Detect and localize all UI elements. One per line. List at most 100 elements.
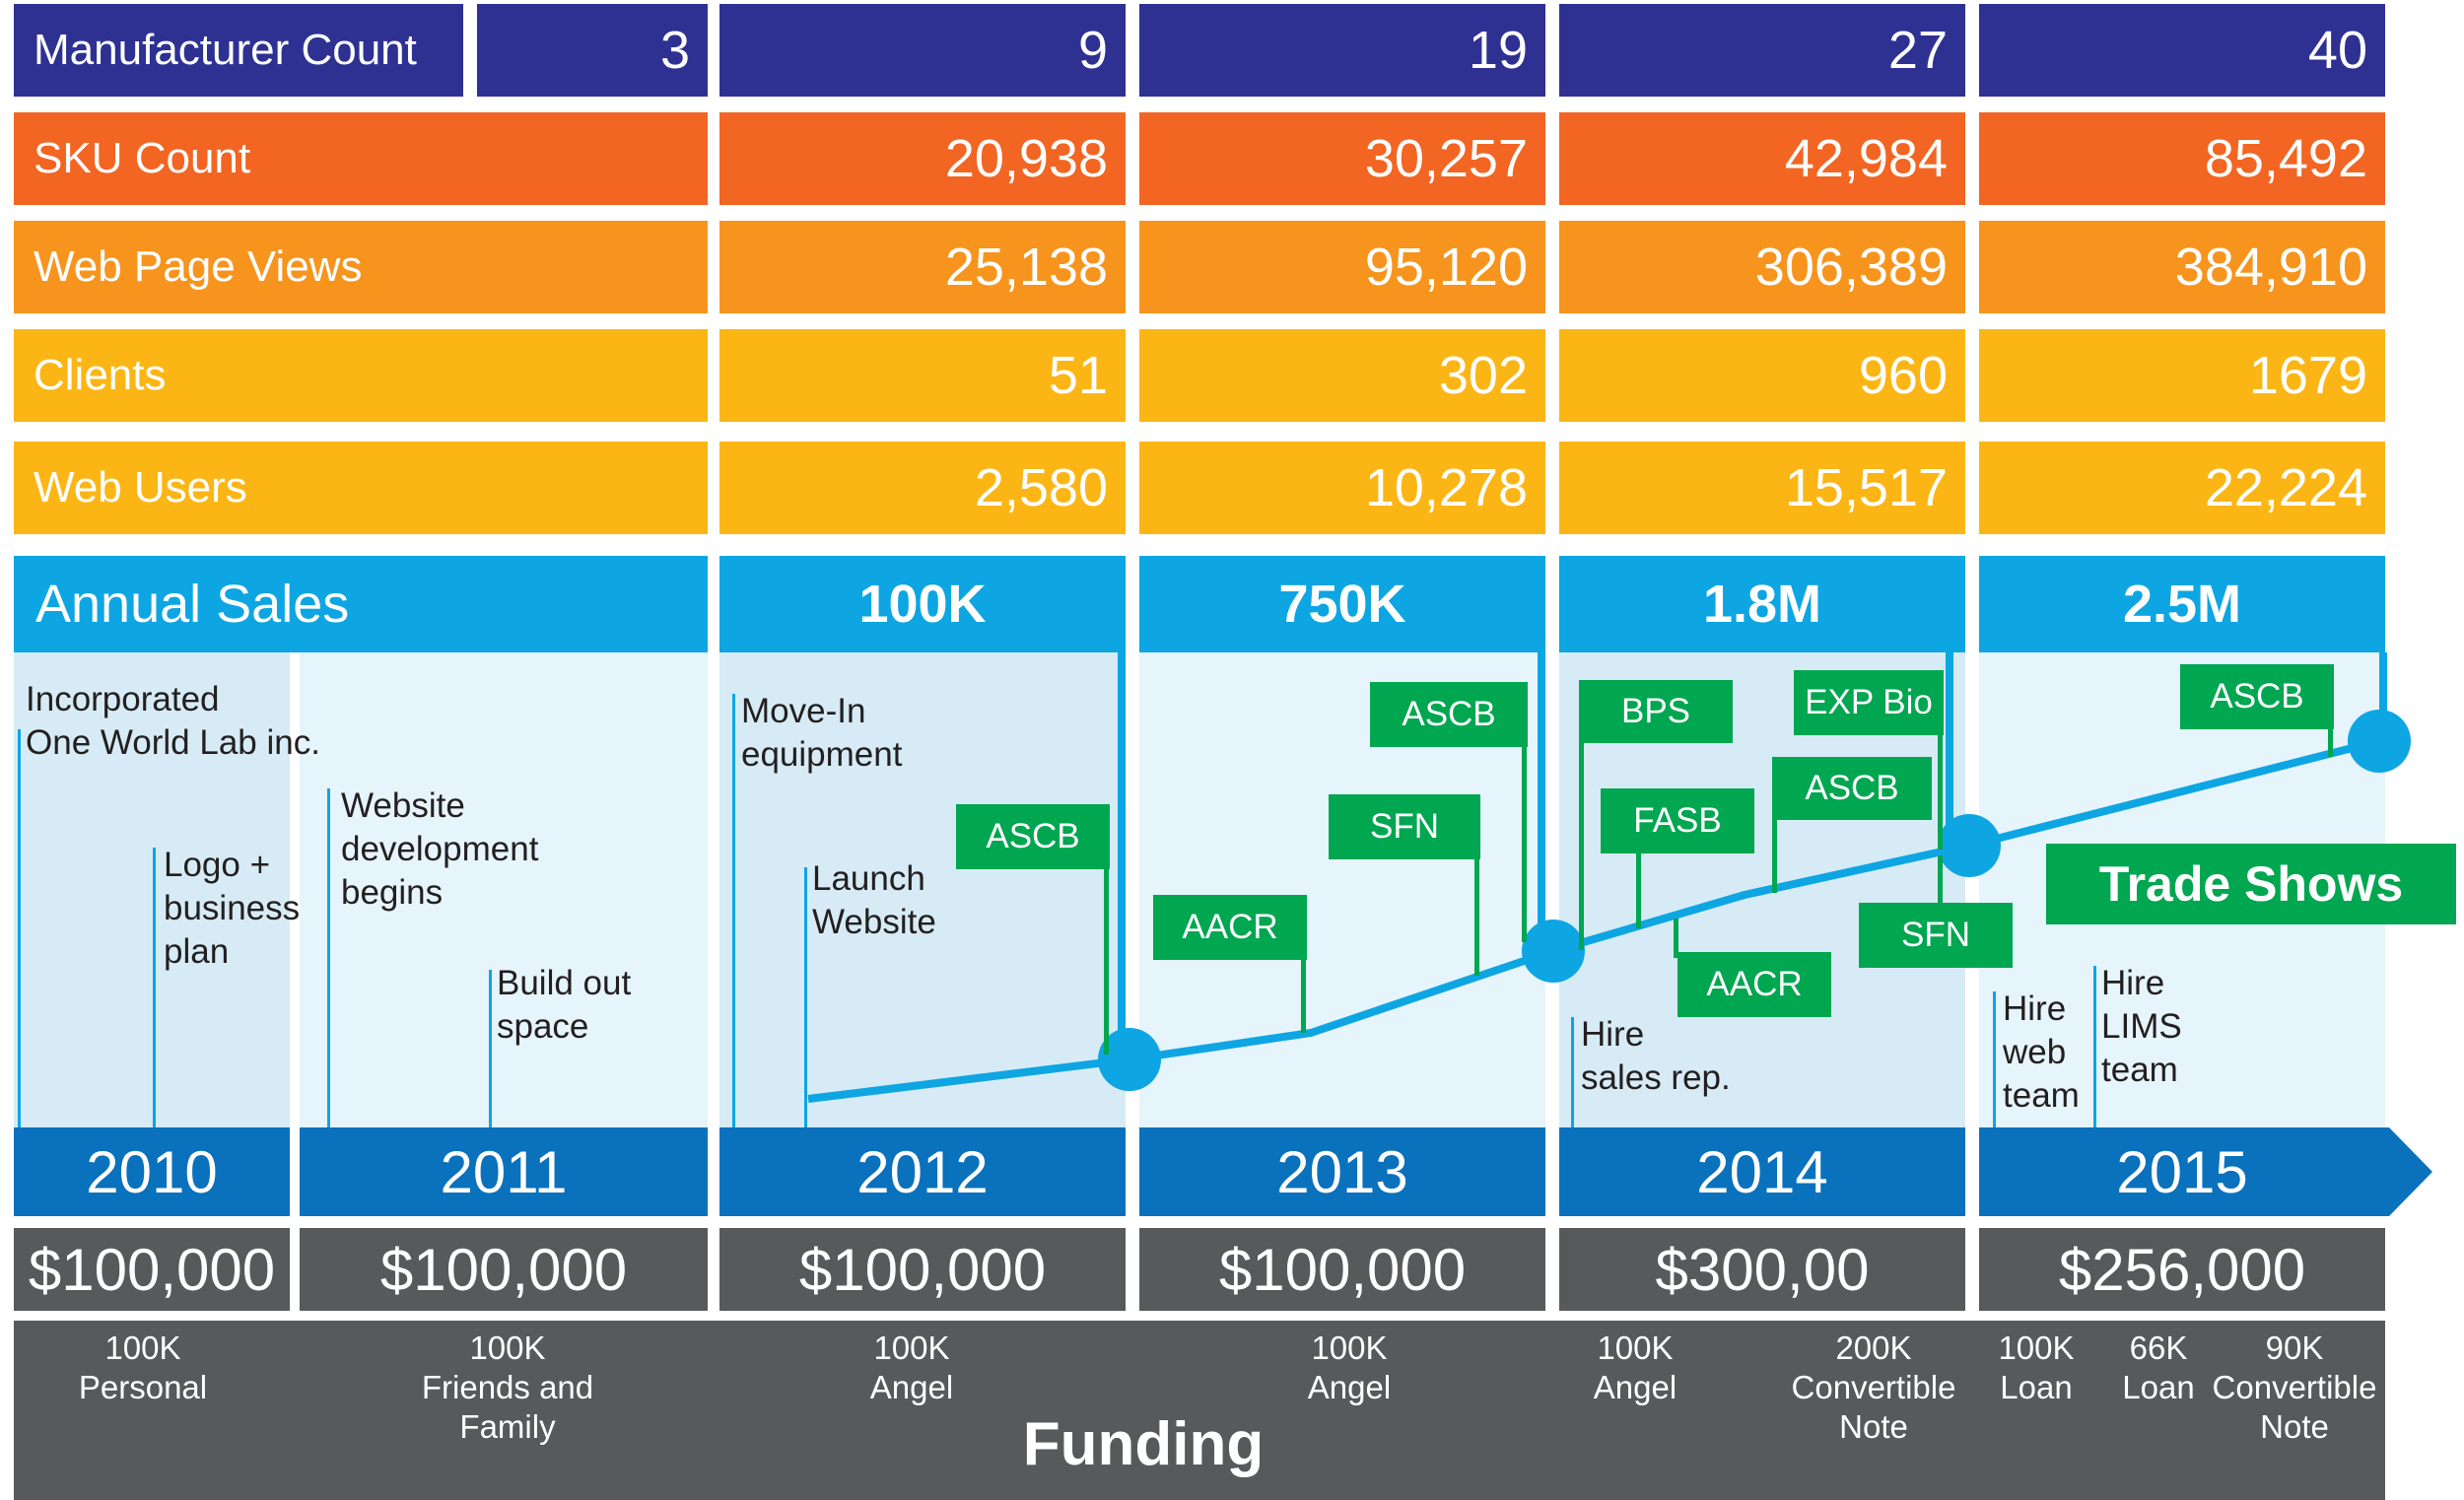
funding-item-amount: 100K (104, 1330, 181, 1366)
funding-item-type: Loan (2000, 1369, 2073, 1405)
funding-item: 100K Friends and Family (394, 1329, 621, 1447)
funding-item: 66K Loan (2109, 1329, 2208, 1407)
sku-count-2015: 85,492 (1979, 112, 2385, 205)
web-users-2014: 15,517 (1559, 442, 1965, 534)
funding-item-type: Angel (869, 1369, 954, 1405)
sku-count-2013: 30,257 (1139, 112, 1545, 205)
funding-item: 90K Convertible Note (2204, 1329, 2385, 1447)
flag-bps-2014: BPS (1579, 680, 1733, 743)
flag-pole (1579, 741, 1584, 950)
flag-aacr-2014: AACR (1677, 952, 1831, 1017)
flag-expbio-2014: ASCB (1772, 757, 1932, 820)
event-tick (489, 970, 492, 1127)
sales-marker-2012 (1098, 1028, 1161, 1091)
event-move-in-equipment: Move-In equipment (741, 692, 903, 774)
sales-marker-2015 (2348, 710, 2411, 773)
flag-pole (1104, 867, 1109, 1055)
funding-amount-2015: $256,000 (1979, 1228, 2385, 1311)
funding-amount-2014: $300,00 (1559, 1228, 1965, 1311)
funding-amount-2012: $100,000 (719, 1228, 1126, 1311)
sales-line-2014 (1946, 652, 1953, 850)
web-page-views-2013: 95,120 (1139, 221, 1545, 313)
clients-2014: 960 (1559, 329, 1965, 422)
event-tick (18, 729, 21, 1127)
sales-marker-2014 (1938, 814, 2001, 877)
funding-item-amount: 200K (1835, 1330, 1912, 1366)
timeline-arrow-icon (2383, 1127, 2432, 1216)
flag-pole (1522, 745, 1527, 942)
flag-sfn-2014: SFN (1859, 903, 2013, 968)
event-hire-lims-team: Hire LIMS team (2101, 964, 2182, 1089)
flag-pole (1301, 960, 1306, 1033)
sales-line-2012 (1118, 652, 1126, 1066)
flag-pole (1938, 855, 1943, 905)
event-hire-sales-rep: Hire sales rep. (1581, 1015, 1731, 1097)
event-incorporated: Incorporated One World Lab inc. (26, 680, 320, 762)
manufacturer-count-2012: 9 (719, 4, 1126, 97)
funding-item-type: Loan (2122, 1369, 2195, 1405)
event-tick (804, 867, 807, 1127)
event-tick (153, 848, 156, 1127)
flag-ascb-2012: ASCB (956, 804, 1110, 869)
web-page-views-2014: 306,389 (1559, 221, 1965, 313)
funding-item: 100K Angel (828, 1329, 995, 1407)
event-tick (1993, 991, 1996, 1127)
year-2010: 2010 (14, 1127, 290, 1216)
web-page-views-2012: 25,138 (719, 221, 1126, 313)
event-hire-web-team: Hire web team (2003, 989, 2080, 1115)
funding-item-type: Convertible Note (1791, 1369, 1956, 1445)
trade-shows-label: Trade Shows (2046, 844, 2456, 924)
flag-sfn-2013: SFN (1329, 794, 1480, 859)
funding-item-type: Personal (78, 1369, 208, 1405)
web-users-label: Web Users (14, 442, 708, 534)
year-2014: 2014 (1559, 1127, 1965, 1216)
funding-item: 100K Loan (1987, 1329, 2086, 1407)
sku-count-2014: 42,984 (1559, 112, 1965, 205)
manufacturer-count-2015: 40 (1979, 4, 2385, 97)
flag-pole (1636, 852, 1641, 928)
year-2012: 2012 (719, 1127, 1126, 1216)
annual-sales-2012: 100K (719, 556, 1126, 652)
event-build-out-space: Build out space (497, 964, 632, 1046)
funding-item-amount: 100K (1311, 1330, 1388, 1366)
web-page-views-label: Web Page Views (14, 221, 708, 313)
web-users-2015: 22,224 (1979, 442, 2385, 534)
sales-line-2015 (2379, 652, 2387, 741)
sku-count-label: SKU Count (14, 112, 708, 205)
sales-line-2013 (1538, 652, 1545, 958)
funding-amount-2010: $100,000 (14, 1228, 290, 1311)
flag-ascb-2013: ASCB (1370, 682, 1528, 747)
flag-ascb-2015: ASCB (2180, 664, 2334, 729)
funding-item: 100K Personal (59, 1329, 227, 1407)
web-page-views-2015: 384,910 (1979, 221, 2385, 313)
funding-title: Funding (1022, 1410, 1265, 1478)
annual-sales-label: Annual Sales (14, 556, 708, 652)
flag-pole (1938, 733, 1943, 850)
event-logo-business-plan: Logo + business plan (164, 846, 301, 971)
manufacturer-count-2013: 19 (1139, 4, 1545, 97)
event-launch-website: Launch Website (812, 859, 936, 941)
manufacturer-count-2014: 27 (1559, 4, 1965, 97)
event-tick (2093, 966, 2096, 1127)
funding-item-amount: 100K (469, 1330, 546, 1366)
manufacturer-count-2010: 3 (477, 4, 708, 97)
annual-sales-2013: 750K (1139, 556, 1545, 652)
funding-item-amount: 100K (1597, 1330, 1674, 1366)
web-users-2012: 2,580 (719, 442, 1126, 534)
flag-ascb-2014: EXP Bio (1794, 670, 1944, 735)
funding-item-amount: 90K (2265, 1330, 2324, 1366)
sku-count-2012: 20,938 (719, 112, 1126, 205)
funding-amount-2011: $100,000 (300, 1228, 708, 1311)
event-website-development: Website development begins (341, 786, 539, 912)
annual-sales-2015: 2.5M (1979, 556, 2385, 652)
funding-item: 100K Angel (1266, 1329, 1433, 1407)
flag-aacr-2013: AACR (1153, 895, 1307, 960)
flag-pole (2328, 727, 2333, 757)
year-2015: 2015 (1979, 1127, 2385, 1216)
funding-item-amount: 100K (873, 1330, 950, 1366)
flag-pole (1474, 857, 1479, 976)
funding-amount-2013: $100,000 (1139, 1228, 1545, 1311)
web-users-2013: 10,278 (1139, 442, 1545, 534)
funding-panel (14, 1321, 2385, 1500)
flag-pole (1674, 919, 1678, 958)
